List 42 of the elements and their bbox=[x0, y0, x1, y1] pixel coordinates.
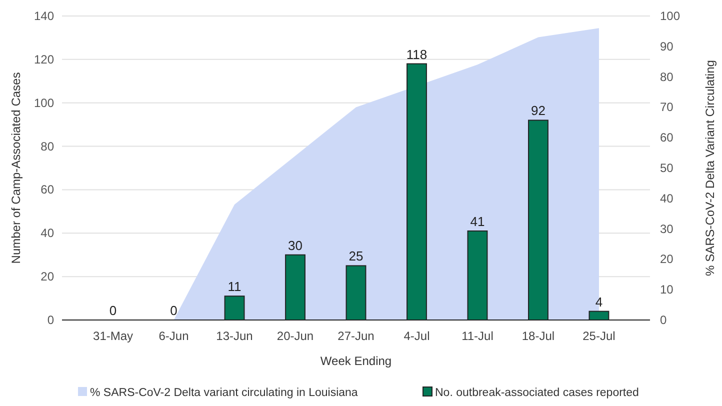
legend-label: % SARS-CoV-2 Delta variant circulating in Louisiana bbox=[90, 387, 358, 399]
x-tick-label: 25-Jul bbox=[582, 329, 616, 343]
y2-tick-label: 20 bbox=[660, 252, 674, 266]
y2-axis-title: % SARS-CoV-2 Delta Variant Circulating bbox=[703, 60, 717, 276]
y-tick-label: 140 bbox=[34, 9, 54, 23]
y-tick-label: 40 bbox=[40, 226, 54, 240]
x-tick-label: 6-Jun bbox=[158, 329, 189, 343]
x-tick-label: 4-Jul bbox=[404, 329, 430, 343]
y2-tick-label: 50 bbox=[660, 161, 674, 175]
x-tick-label: 13-Jun bbox=[216, 329, 253, 343]
y2-tick-label: 70 bbox=[660, 100, 674, 114]
data-label: 30 bbox=[288, 238, 302, 253]
y2-tick-label: 0 bbox=[660, 313, 667, 327]
x-tick-label: 27-Jun bbox=[338, 329, 374, 343]
y2-tick-label: 40 bbox=[660, 191, 674, 206]
data-label: 0 bbox=[109, 303, 117, 318]
x-tick-label: 11-Jul bbox=[462, 329, 494, 343]
y-tick-label: 0 bbox=[47, 313, 54, 327]
y2-tick-label: 90 bbox=[660, 39, 674, 54]
y2-tick-label: 80 bbox=[660, 70, 674, 84]
y2-tick-label: 30 bbox=[660, 222, 674, 236]
x-tick-label: 18-Jul bbox=[522, 329, 555, 343]
y2-tick-label: 60 bbox=[660, 130, 674, 145]
legend-label: No. outbreak-associated cases reported bbox=[435, 387, 639, 399]
data-label: 92 bbox=[530, 103, 546, 118]
x-axis-title: Week Ending bbox=[320, 354, 392, 368]
data-label: 118 bbox=[406, 46, 428, 62]
y-tick-label: 20 bbox=[40, 270, 54, 284]
y-tick-label: 100 bbox=[34, 96, 54, 110]
y-tick-label: 120 bbox=[34, 52, 54, 66]
data-label: 4 bbox=[595, 294, 603, 310]
data-label: 0 bbox=[170, 303, 178, 318]
x-tick-label: 20-Jun bbox=[276, 329, 314, 343]
y-axis-title: Number of Camp-Associated Cases bbox=[9, 72, 23, 264]
y2-tick-label: 100 bbox=[660, 9, 680, 23]
y-tick-label: 80 bbox=[40, 139, 54, 154]
x-tick-label: 31-May bbox=[93, 329, 134, 343]
data-label: 25 bbox=[348, 248, 364, 264]
data-label: 11 bbox=[228, 279, 242, 294]
y2-tick-label: 10 bbox=[660, 282, 674, 297]
y-tick-label: 60 bbox=[40, 182, 54, 197]
data-label: 41 bbox=[470, 214, 485, 229]
